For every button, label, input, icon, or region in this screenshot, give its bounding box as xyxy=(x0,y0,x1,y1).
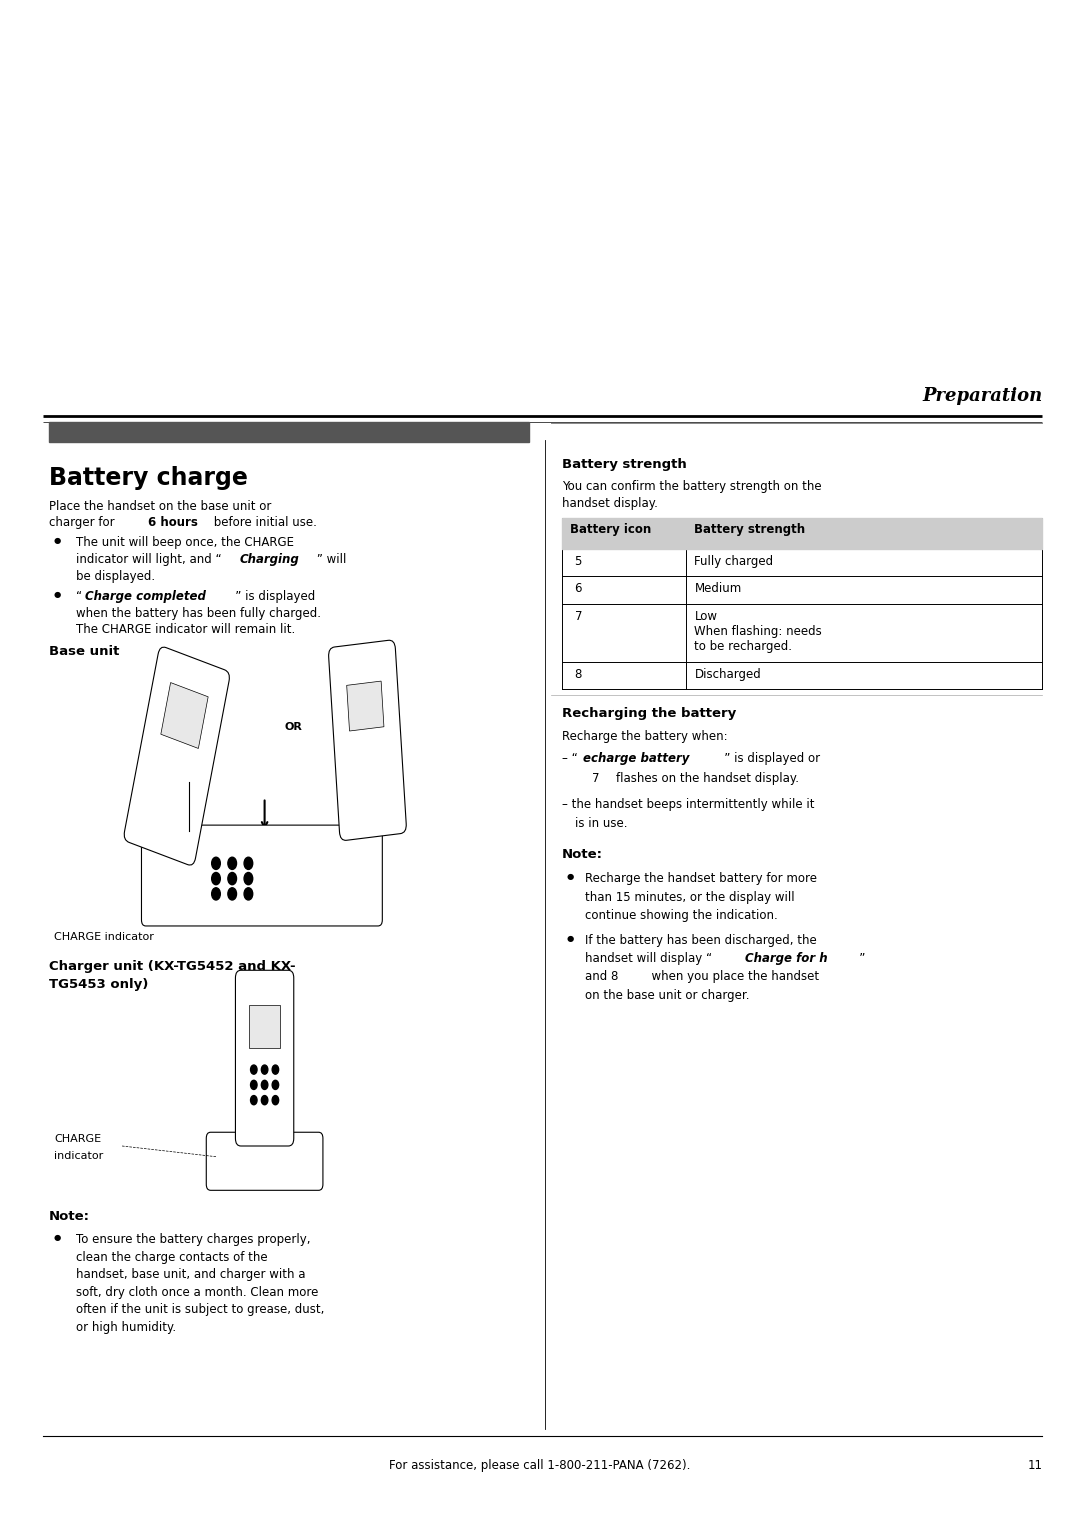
Text: Recharge the handset battery for more: Recharge the handset battery for more xyxy=(585,872,818,886)
Text: Battery strength: Battery strength xyxy=(562,458,687,472)
Text: Note:: Note: xyxy=(49,1210,90,1224)
Text: Note:: Note: xyxy=(562,848,603,862)
Text: “: “ xyxy=(76,590,82,604)
Text: or high humidity.: or high humidity. xyxy=(76,1320,176,1334)
Text: Base unit: Base unit xyxy=(49,645,119,659)
Bar xyxy=(562,518,1042,549)
Text: before initial use.: before initial use. xyxy=(210,516,316,530)
Text: be displayed.: be displayed. xyxy=(76,570,154,584)
Text: than 15 minutes, or the display will: than 15 minutes, or the display will xyxy=(585,891,795,905)
Circle shape xyxy=(212,872,220,885)
FancyBboxPatch shape xyxy=(141,825,382,926)
Text: CHARGE indicator: CHARGE indicator xyxy=(54,932,153,943)
Circle shape xyxy=(228,888,237,900)
Text: The unit will beep once, the CHARGE: The unit will beep once, the CHARGE xyxy=(76,536,294,550)
Text: Recharging the battery: Recharging the battery xyxy=(562,707,735,721)
Text: 7: 7 xyxy=(592,772,599,785)
Text: 11: 11 xyxy=(1027,1459,1042,1473)
Text: 8: 8 xyxy=(575,668,582,681)
Circle shape xyxy=(244,857,253,869)
Circle shape xyxy=(251,1080,257,1089)
Text: echarge battery: echarge battery xyxy=(583,752,689,766)
Circle shape xyxy=(251,1096,257,1105)
Text: indicator: indicator xyxy=(54,1151,104,1161)
Text: Place the handset on the base unit or: Place the handset on the base unit or xyxy=(49,500,271,513)
Bar xyxy=(347,681,384,730)
Text: ●: ● xyxy=(567,934,575,943)
Text: handset, base unit, and charger with a: handset, base unit, and charger with a xyxy=(76,1268,306,1282)
Text: soft, dry cloth once a month. Clean more: soft, dry cloth once a month. Clean more xyxy=(76,1285,318,1299)
Circle shape xyxy=(212,857,220,869)
Text: OR: OR xyxy=(285,723,302,732)
Bar xyxy=(49,422,529,442)
Circle shape xyxy=(261,1096,268,1105)
Text: on the base unit or charger.: on the base unit or charger. xyxy=(585,989,750,1002)
Text: 5: 5 xyxy=(575,555,582,568)
Bar xyxy=(249,1005,280,1048)
Text: ” is displayed or: ” is displayed or xyxy=(713,752,820,766)
Text: ” is displayed: ” is displayed xyxy=(224,590,314,604)
Text: Battery icon: Battery icon xyxy=(570,523,651,536)
Text: The CHARGE indicator will remain lit.: The CHARGE indicator will remain lit. xyxy=(76,623,295,637)
Text: ●: ● xyxy=(54,590,62,599)
Circle shape xyxy=(272,1096,279,1105)
Text: clean the charge contacts of the: clean the charge contacts of the xyxy=(76,1250,267,1264)
Text: handset display.: handset display. xyxy=(562,497,658,510)
Text: charger for: charger for xyxy=(49,516,118,530)
Text: Discharged: Discharged xyxy=(694,668,761,681)
Text: and 8: and 8 xyxy=(585,970,619,984)
Text: Battery strength: Battery strength xyxy=(694,523,806,536)
Text: CHARGE: CHARGE xyxy=(54,1134,102,1144)
Text: 7: 7 xyxy=(575,610,582,623)
Text: 6 hours: 6 hours xyxy=(148,516,198,530)
Text: For assistance, please call 1-800-211-PANA (7262).: For assistance, please call 1-800-211-PA… xyxy=(389,1459,691,1473)
Text: 6: 6 xyxy=(575,582,582,596)
Text: indicator will light, and “: indicator will light, and “ xyxy=(76,553,221,567)
Text: often if the unit is subject to grease, dust,: often if the unit is subject to grease, … xyxy=(76,1303,324,1317)
Bar xyxy=(161,683,208,749)
Text: flashes on the handset display.: flashes on the handset display. xyxy=(616,772,798,785)
Text: If the battery has been discharged, the: If the battery has been discharged, the xyxy=(585,934,818,947)
Text: To ensure the battery charges properly,: To ensure the battery charges properly, xyxy=(76,1233,310,1247)
Circle shape xyxy=(228,857,237,869)
Text: ●: ● xyxy=(567,872,575,882)
Text: Preparation: Preparation xyxy=(922,387,1042,405)
Text: – “: – “ xyxy=(562,752,578,766)
Text: Battery charge: Battery charge xyxy=(49,466,247,490)
Circle shape xyxy=(272,1080,279,1089)
Circle shape xyxy=(244,872,253,885)
FancyBboxPatch shape xyxy=(124,648,229,865)
Text: ” will: ” will xyxy=(313,553,347,567)
Text: when the battery has been fully charged.: when the battery has been fully charged. xyxy=(76,607,321,620)
Text: TG5453 only): TG5453 only) xyxy=(49,978,148,992)
Text: Charger unit (KX-TG5452 and KX-: Charger unit (KX-TG5452 and KX- xyxy=(49,960,295,973)
Text: Charging: Charging xyxy=(240,553,299,567)
Text: Charge for h: Charge for h xyxy=(745,952,828,966)
Text: is in use.: is in use. xyxy=(575,817,627,831)
Circle shape xyxy=(261,1080,268,1089)
Text: ”: ” xyxy=(848,952,865,966)
FancyBboxPatch shape xyxy=(206,1132,323,1190)
Text: ●: ● xyxy=(54,536,62,545)
Circle shape xyxy=(228,872,237,885)
Text: Charge completed: Charge completed xyxy=(85,590,206,604)
FancyBboxPatch shape xyxy=(328,640,406,840)
Text: when you place the handset: when you place the handset xyxy=(629,970,819,984)
Text: ●: ● xyxy=(54,1233,62,1242)
Text: handset will display “: handset will display “ xyxy=(585,952,713,966)
FancyBboxPatch shape xyxy=(235,970,294,1146)
Circle shape xyxy=(244,888,253,900)
Text: – the handset beeps intermittently while it: – the handset beeps intermittently while… xyxy=(562,798,814,811)
Text: Medium: Medium xyxy=(694,582,742,596)
Text: Low
When flashing: needs
to be recharged.: Low When flashing: needs to be recharged… xyxy=(694,610,822,652)
Circle shape xyxy=(272,1065,279,1074)
Text: Fully charged: Fully charged xyxy=(694,555,773,568)
Circle shape xyxy=(251,1065,257,1074)
Circle shape xyxy=(261,1065,268,1074)
Text: You can confirm the battery strength on the: You can confirm the battery strength on … xyxy=(562,480,821,494)
Text: Recharge the battery when:: Recharge the battery when: xyxy=(562,730,727,744)
Circle shape xyxy=(212,888,220,900)
Text: continue showing the indication.: continue showing the indication. xyxy=(585,909,778,923)
